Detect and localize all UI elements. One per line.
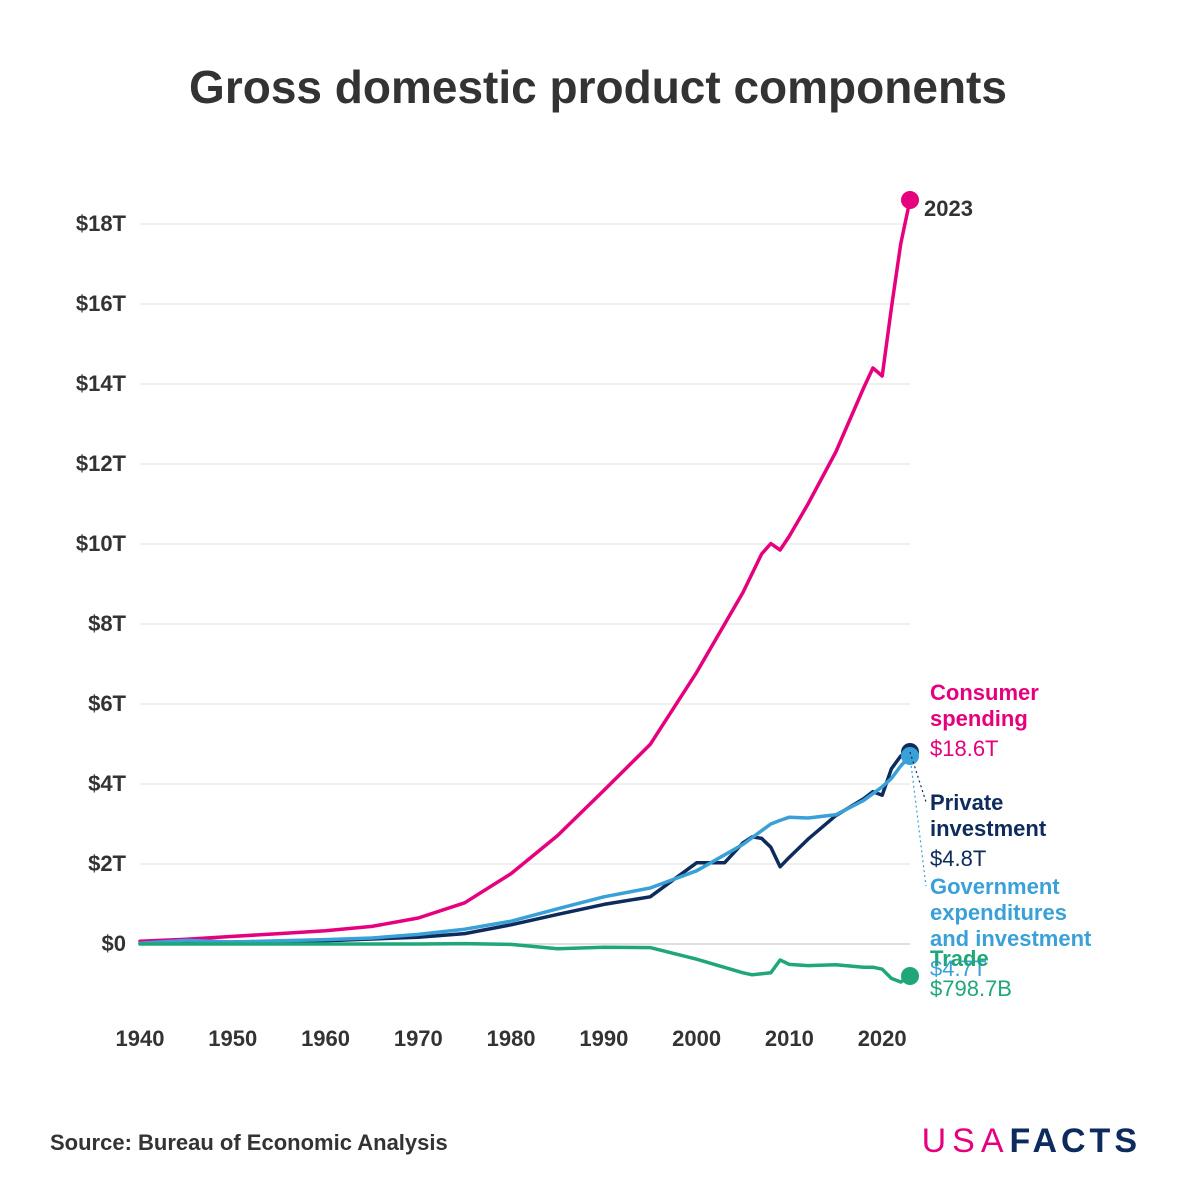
label-gov-name: Government [930,874,1060,899]
y-tick-label: $4T [88,771,126,796]
series-consumer [140,200,910,941]
series-consumer-end-dot [901,191,919,209]
y-tick-label: $6T [88,691,126,716]
y-tick-label: $2T [88,851,126,876]
label-consumer-name: spending [930,706,1028,731]
y-tick-label: $12T [76,451,127,476]
label-gov-name: expenditures [930,900,1067,925]
label-trade-value: $798.7B [930,976,1012,1001]
y-tick-label: $10T [76,531,127,556]
x-tick-label: 2020 [858,1026,907,1051]
label-consumer-name: Consumer [930,680,1039,705]
brand-usa: USA [922,1122,1010,1160]
label-consumer-value: $18.6T [930,736,999,761]
year-label: 2023 [924,196,973,221]
label-private-value: $4.8T [930,846,986,871]
label-private-name: investment [930,816,1047,841]
x-tick-label: 1980 [487,1026,536,1051]
x-tick-label: 1960 [301,1026,350,1051]
leader-gov [910,756,926,886]
chart-area: $0 $2T $4T $6T $8T $10T $12T $14T $16T $18T 1940 19… [40,124,1156,1084]
y-tick-label: $16T [76,291,127,316]
y-tick-label: $8T [88,611,126,636]
x-tick-label: 2010 [765,1026,814,1051]
y-tick-label: $18T [76,211,127,236]
series-trade-end-dot [901,967,919,985]
brand-logo: USAFACTS [922,1122,1141,1161]
label-trade-name: Trade [930,946,989,971]
source-label: Source: Bureau of Economic Analysis [50,1130,448,1156]
x-tick-label: 1970 [394,1026,443,1051]
x-tick-label: 1940 [116,1026,165,1051]
chart-title: Gross domestic product components [40,60,1156,114]
x-tick-label: 2000 [672,1026,721,1051]
brand-facts: FACTS [1010,1122,1141,1160]
label-private-name: Private [930,790,1003,815]
x-tick-label: 1950 [208,1026,257,1051]
series-private [140,752,910,944]
series-trade [140,944,910,982]
y-tick-label: $14T [76,371,127,396]
y-tick-label: $0 [102,931,126,956]
x-tick-label: 1990 [579,1026,628,1051]
